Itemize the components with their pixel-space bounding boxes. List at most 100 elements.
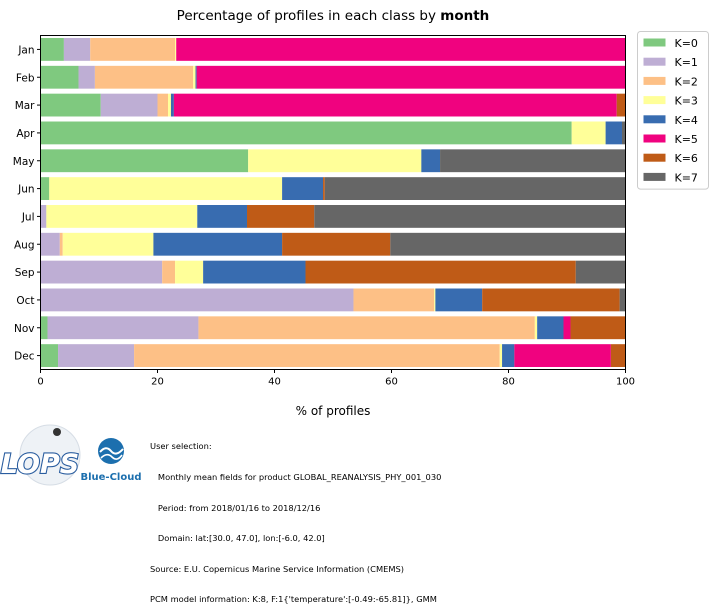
bar-nov-k0 [40, 316, 48, 340]
bar-oct-k7 [619, 288, 626, 312]
bar-sep-k1 [40, 260, 163, 284]
bar-oct-k3 [434, 288, 436, 312]
legend-label: K=4 [675, 114, 698, 127]
chart-title-text: Percentage of profiles in each class by [177, 8, 441, 24]
bar-feb-k0 [40, 65, 79, 89]
bar-mar-k4 [170, 93, 174, 117]
bar-jan-k5 [176, 38, 626, 61]
legend-swatch [643, 172, 666, 181]
bar-nov-k5 [563, 316, 571, 340]
bar-aug-k1 [40, 232, 60, 256]
legend-label: K=6 [675, 152, 698, 165]
x-tick-label: 100 [616, 377, 635, 388]
legend-swatch [643, 38, 666, 47]
bar-mar-k0 [40, 93, 101, 117]
bar-dec-k1 [58, 344, 135, 367]
legend-label: K=0 [675, 37, 698, 50]
bar-may-k3 [248, 149, 422, 173]
chart-title: Percentage of profiles in each class by … [177, 8, 490, 24]
legend-label: K=7 [675, 171, 698, 184]
footer-line: Domain: lat:[30.0, 47.0], lon:[-6.0, 42.… [150, 533, 325, 544]
legend-swatch [643, 96, 666, 105]
x-axis-label: % of profiles [296, 404, 371, 418]
y-tick-label: Jul [21, 211, 35, 223]
chart-title-bold: month [440, 8, 489, 24]
bar-jun-k0 [40, 177, 50, 200]
footer-line: User selection: [150, 441, 212, 452]
bar-feb-k4 [195, 65, 197, 89]
y-tick-label: Feb [16, 72, 35, 84]
bar-feb-k3 [193, 65, 196, 89]
y-tick-label: Oct [16, 295, 34, 307]
bar-mar-k1 [100, 93, 158, 117]
bar-jan-k1 [63, 38, 91, 61]
bar-nov-k2 [198, 316, 535, 340]
bar-dec-k3 [499, 344, 503, 367]
bar-sep-k2 [162, 260, 176, 284]
legend-swatch [643, 134, 666, 143]
bar-jul-k7 [314, 205, 626, 228]
bar-nov-k3 [534, 316, 538, 340]
y-tick-label: Aug [14, 239, 35, 251]
bar-jan-k0 [40, 38, 64, 61]
bluecloud-logo: Blue-Cloud [80, 438, 142, 483]
lops-logo: LOPS [0, 424, 81, 486]
footer-line: Monthly mean fields for product GLOBAL_R… [150, 472, 442, 483]
x-axis: 0 20 40 60 80 100 [37, 369, 635, 388]
legend-label: K=3 [675, 95, 698, 108]
legend-label: K=2 [675, 75, 698, 88]
bar-jul-k1 [40, 205, 47, 228]
y-axis: Jan Feb Mar Apr May Jun Jul Aug Sep Oct Nov Dec [13, 44, 41, 363]
x-tick-label: 20 [151, 377, 164, 388]
footer-line: Source: E.U. Copernicus Marine Service I… [150, 563, 405, 574]
bar-may-k7 [440, 149, 626, 173]
bar-mar-k2 [157, 93, 169, 117]
bar-sep-k6 [305, 260, 576, 284]
bar-nov-k1 [47, 316, 199, 340]
bar-apr-k3 [571, 121, 606, 145]
bar-feb-k5 [196, 65, 626, 89]
legend-swatch [643, 153, 666, 162]
legend-box [637, 31, 709, 190]
lops-logo-text: LOPS [1, 449, 79, 480]
x-tick-label: 80 [502, 377, 515, 388]
legend-swatch [643, 115, 666, 124]
bar-may-k0 [40, 149, 249, 173]
y-tick-label: May [13, 156, 35, 168]
x-tick-label: 0 [37, 377, 43, 388]
bar-oct-k1 [40, 288, 354, 312]
bar-jul-k3 [46, 205, 198, 228]
footer-line: Period: from 2018/01/16 to 2018/12/16 [150, 502, 321, 513]
bar-jun-k6 [323, 177, 325, 200]
y-tick-label: Dec [14, 351, 35, 363]
bar-sep-k3 [175, 260, 204, 284]
x-tick-label: 40 [268, 377, 281, 388]
bar-oct-k4 [435, 288, 483, 312]
bars-group [40, 38, 626, 367]
bar-may-k4 [421, 149, 441, 173]
bar-aug-k6 [282, 232, 391, 256]
bar-jan-k3 [175, 38, 177, 61]
y-tick-label: Mar [15, 100, 35, 112]
bar-oct-k6 [482, 288, 620, 312]
plot-area [40, 35, 626, 370]
y-tick-label: Jan [17, 44, 34, 56]
bar-jan-k2 [90, 38, 176, 61]
bar-dec-k4 [502, 344, 515, 367]
bar-dec-k5 [514, 344, 611, 367]
legend-swatch [643, 76, 666, 85]
bar-feb-k2 [94, 65, 194, 89]
bar-nov-k6 [570, 316, 626, 340]
legend: K=0 K=1 K=2 K=3 K=4 K=5 K=6 K=7 [637, 31, 709, 190]
bluecloud-logo-text: Blue-Cloud [80, 472, 141, 483]
y-tick-label: Apr [16, 128, 35, 140]
y-tick-label: Nov [14, 323, 35, 335]
bar-dec-k2 [134, 344, 500, 367]
legend-swatch [643, 57, 666, 66]
bar-mar-k6 [616, 93, 626, 117]
bar-mar-k3 [168, 93, 171, 117]
y-tick-label: Jun [17, 184, 34, 196]
bar-apr-k0 [40, 121, 572, 145]
bar-dec-k0 [40, 344, 59, 367]
bar-mar-k5 [173, 93, 617, 117]
